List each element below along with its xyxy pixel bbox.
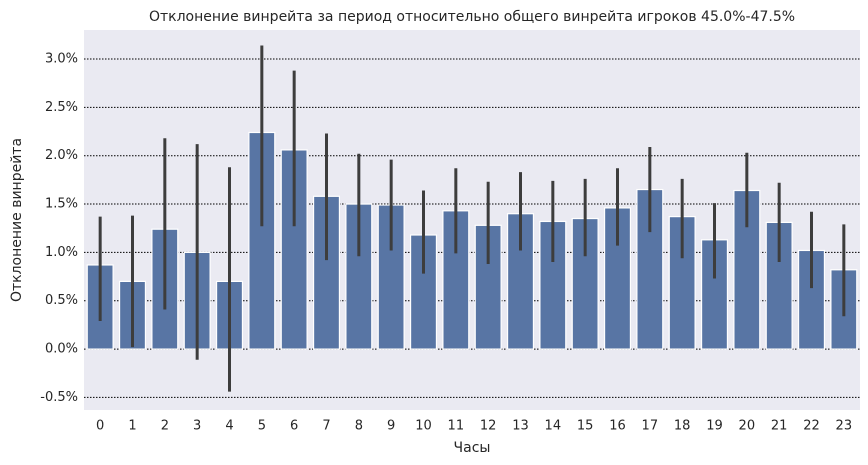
y-tick-label: 1.0% <box>45 245 78 260</box>
y-tick-label: 0.5% <box>45 293 78 308</box>
y-tick-label: 3.0% <box>45 52 78 67</box>
x-tick-label: 7 <box>322 419 330 434</box>
y-tick-label: 2.0% <box>45 148 78 163</box>
x-tick-label: 9 <box>387 419 395 434</box>
y-tick-label: 1.5% <box>45 197 78 212</box>
x-tick-label: 23 <box>836 419 853 434</box>
x-tick-label: 0 <box>96 419 104 434</box>
x-tick-label: 10 <box>415 419 432 434</box>
x-tick-label: 4 <box>225 419 233 434</box>
x-tick-label: 19 <box>706 419 723 434</box>
y-tick-label: 0.0% <box>45 342 78 357</box>
x-axis-label: Часы <box>454 440 491 456</box>
y-tick-label: -0.5% <box>40 390 78 405</box>
x-tick-label: 15 <box>577 419 594 434</box>
plot-background <box>84 30 860 410</box>
x-tick-label: 5 <box>258 419 266 434</box>
x-tick-label: 18 <box>674 419 691 434</box>
x-tick-label: 22 <box>803 419 820 434</box>
x-tick-label: 8 <box>355 419 363 434</box>
x-tick-label: 13 <box>512 419 529 434</box>
x-tick-label: 20 <box>739 419 756 434</box>
x-tick-label: 21 <box>771 419 788 434</box>
x-tick-label: 1 <box>128 419 136 434</box>
x-tick-label: 2 <box>161 419 169 434</box>
bar <box>280 149 308 350</box>
x-tick-label: 11 <box>448 419 465 434</box>
x-tick-label: 6 <box>290 419 298 434</box>
y-tick-label: 2.5% <box>45 100 78 115</box>
x-tick-label: 16 <box>609 419 626 434</box>
x-tick-label: 12 <box>480 419 497 434</box>
x-tick-label: 17 <box>642 419 659 434</box>
x-tick-label: 3 <box>193 419 201 434</box>
y-axis-label: Отклонение винрейта <box>9 138 25 302</box>
x-tick-label: 14 <box>545 419 562 434</box>
chart-title: Отклонение винрейта за период относитель… <box>149 9 795 25</box>
